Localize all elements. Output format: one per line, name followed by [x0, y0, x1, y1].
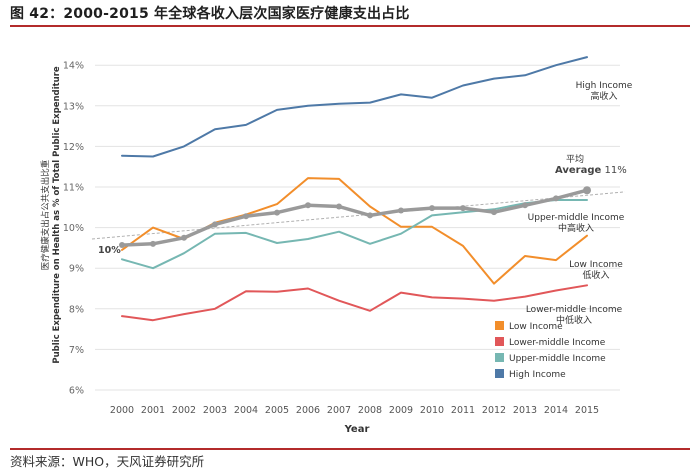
series-line	[121, 284, 588, 322]
average-point	[212, 221, 218, 228]
average-point	[491, 209, 497, 216]
average-point	[553, 195, 559, 202]
average-point	[367, 212, 373, 219]
source-note: 资料来源：WHO，天风证券研究所	[10, 454, 205, 469]
average-trendline	[91, 191, 626, 240]
chart-title: 图 42：2000-2015 年全球各收入层次国家医疗健康支出占比	[10, 6, 410, 22]
y-tick-label: 7%	[69, 345, 84, 356]
lower-middle-label-cn: 中低收入	[556, 314, 592, 326]
x-tick-label: 2014	[544, 405, 568, 416]
x-tick-labels: 2000 2001 2002 2003 2004 2005 2006 2007 2008 2009…	[110, 405, 599, 416]
title-divider	[10, 25, 690, 27]
series-line	[121, 56, 588, 158]
x-tick-label: 2001	[141, 405, 165, 416]
high-income-label: High Income	[576, 81, 633, 91]
legend-label: Low Income	[509, 322, 563, 332]
upper-middle-label: Upper-middle Income	[528, 213, 625, 223]
x-axis-label: Year	[344, 424, 370, 435]
average-point	[583, 186, 591, 195]
average-point	[119, 242, 125, 249]
source-divider	[10, 448, 690, 450]
average-point	[274, 209, 280, 216]
average-point	[181, 234, 187, 241]
y-axis-label-en: Public Expenditure on Health as % of Tot…	[52, 66, 62, 363]
average-point	[336, 203, 342, 210]
average-label-cn: 平均	[566, 153, 584, 165]
average-label-en: Average	[555, 165, 602, 176]
x-tick-label: 2010	[420, 405, 444, 416]
legend-label: Lower-middle Income	[509, 338, 606, 348]
y-tick-label: 8%	[69, 304, 84, 315]
trend-start-label: 10%	[98, 245, 121, 256]
average-point	[460, 205, 466, 212]
x-tick-label: 2005	[265, 405, 289, 416]
y-tick-label: 10%	[63, 223, 84, 234]
y-axis-label-cn: 医疗健康支出占公共支出比重	[40, 159, 51, 270]
legend: Low Income Lower-middle Income Upper-middl…	[495, 321, 606, 380]
y-tick-labels: 6% 7% 8% 9% 10% 11% 12% 13% 14%	[63, 61, 84, 397]
y-tick-label: 9%	[69, 264, 84, 275]
low-income-label: Low Income	[569, 260, 623, 270]
average-value: 11%	[601, 165, 626, 176]
x-tick-label: 2006	[296, 405, 320, 416]
y-tick-label: 11%	[63, 183, 84, 194]
high-income-label-cn: 高收入	[590, 90, 617, 102]
low-income-label-cn: 低收入	[582, 269, 609, 281]
average-point	[522, 202, 528, 209]
average-point	[243, 213, 249, 220]
legend-swatch	[495, 321, 504, 330]
trendline	[91, 191, 626, 240]
average-point	[150, 240, 156, 247]
x-tick-label: 2003	[203, 405, 227, 416]
lower-middle-label: Lower-middle Income	[526, 305, 623, 315]
series-lines	[119, 56, 591, 322]
x-tick-label: 2000	[110, 405, 134, 416]
legend-label: High Income	[509, 370, 566, 380]
legend-swatch	[495, 369, 504, 378]
x-tick-label: 2011	[451, 405, 475, 416]
x-tick-label: 2008	[358, 405, 382, 416]
x-tick-label: 2015	[575, 405, 599, 416]
x-tick-label: 2009	[389, 405, 413, 416]
x-tick-label: 2004	[234, 405, 258, 416]
x-tick-label: 2007	[327, 405, 351, 416]
average-point	[305, 202, 311, 209]
x-tick-label: 2012	[482, 405, 506, 416]
y-tick-label: 13%	[63, 101, 84, 112]
legend-swatch	[495, 337, 504, 346]
legend-swatch	[495, 353, 504, 362]
average-point	[398, 207, 404, 214]
y-tick-label: 6%	[69, 386, 84, 397]
x-tick-label: 2002	[172, 405, 196, 416]
legend-label: Upper-middle Income	[509, 354, 606, 364]
y-tick-label: 14%	[63, 61, 84, 72]
x-tick-label: 2013	[513, 405, 537, 416]
average-point	[429, 205, 435, 212]
average-label: Average 11%	[555, 165, 627, 176]
series-line	[121, 199, 588, 270]
y-tick-label: 12%	[63, 142, 84, 153]
upper-middle-label-cn: 中高收入	[558, 222, 594, 234]
series-line	[120, 188, 589, 247]
grid-lines	[95, 64, 620, 391]
